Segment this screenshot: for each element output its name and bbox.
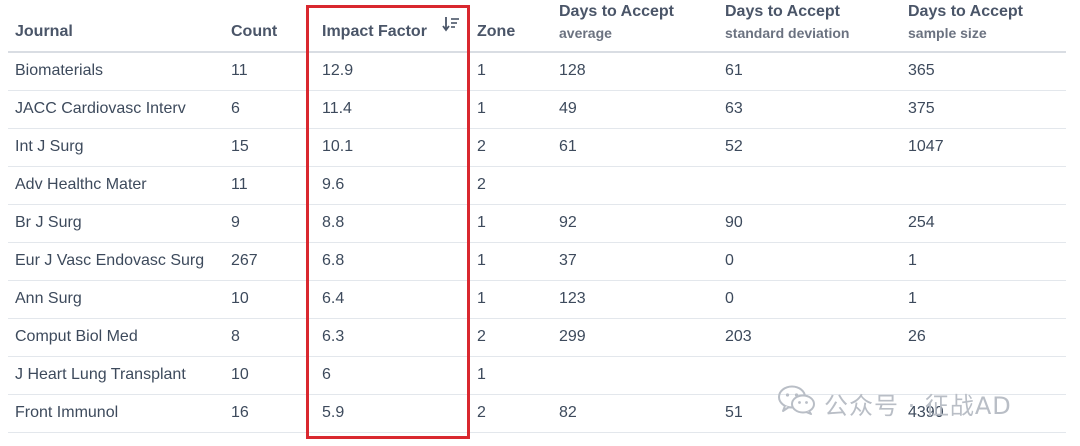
days-std-cell: 52 bbox=[718, 128, 901, 167]
journal-cell: Ann Surg bbox=[8, 280, 224, 319]
days-sample-cell bbox=[901, 356, 1066, 395]
journal-cell: Br J Surg bbox=[8, 204, 224, 243]
count-cell: 15 bbox=[224, 128, 315, 167]
count-cell: 10 bbox=[224, 280, 315, 319]
days-std-cell: 61 bbox=[718, 52, 901, 91]
zone-cell: 1 bbox=[470, 90, 552, 129]
count-cell: 9 bbox=[224, 204, 315, 243]
table-row[interactable]: Br J Surg 9 8.8 1 92 90 254 bbox=[8, 204, 1066, 243]
table-row[interactable]: J Heart Lung Transplant 10 6 1 bbox=[8, 356, 1066, 395]
days-average-cell: 37 bbox=[552, 242, 718, 281]
days-std-cell: 0 bbox=[718, 242, 901, 281]
days-std-cell: 203 bbox=[718, 318, 901, 357]
column-header-days-std[interactable]: Days to Accept standard deviation bbox=[718, 0, 901, 53]
days-sample-cell: 1 bbox=[901, 242, 1066, 281]
zone-cell: 2 bbox=[470, 128, 552, 167]
impact-factor-cell: 5.9 bbox=[315, 394, 470, 433]
journal-table: Journal Count Impact Factor Zone bbox=[8, 0, 1066, 433]
impact-factor-cell: 10.1 bbox=[315, 128, 470, 167]
days-average-cell bbox=[552, 166, 718, 205]
days-average-cell: 128 bbox=[552, 52, 718, 91]
days-std-cell bbox=[718, 356, 901, 395]
table-row[interactable]: Ann Surg 10 6.4 1 123 0 1 bbox=[8, 280, 1066, 319]
impact-factor-cell: 8.8 bbox=[315, 204, 470, 243]
journal-cell: J Heart Lung Transplant bbox=[8, 356, 224, 395]
journal-cell: Front Immunol bbox=[8, 394, 224, 433]
column-header-days-sample[interactable]: Days to Accept sample size bbox=[901, 0, 1066, 53]
impact-factor-cell: 11.4 bbox=[315, 90, 470, 129]
zone-cell: 2 bbox=[470, 166, 552, 205]
sort-descending-icon[interactable] bbox=[442, 16, 460, 32]
wechat-icon bbox=[778, 385, 824, 421]
impact-factor-cell: 12.9 bbox=[315, 52, 470, 91]
watermark: 公众号 · 征战AD bbox=[778, 385, 1012, 421]
days-sample-cell: 1047 bbox=[901, 128, 1066, 167]
journal-cell: Eur J Vasc Endovasc Surg bbox=[8, 242, 224, 281]
days-sample-cell: 254 bbox=[901, 204, 1066, 243]
days-sample-cell: 365 bbox=[901, 52, 1066, 91]
journal-cell: Adv Healthc Mater bbox=[8, 166, 224, 205]
days-sample-cell: 1 bbox=[901, 280, 1066, 319]
count-cell: 6 bbox=[224, 90, 315, 129]
table-row[interactable]: Biomaterials 11 12.9 1 128 61 365 bbox=[8, 52, 1066, 91]
days-std-cell: 0 bbox=[718, 280, 901, 319]
count-cell: 8 bbox=[224, 318, 315, 357]
watermark-text: 公众号 · 征战AD bbox=[824, 391, 1012, 420]
column-subheader: average bbox=[559, 25, 612, 41]
journal-cell: JACC Cardiovasc Interv bbox=[8, 90, 224, 129]
impact-factor-cell: 6 bbox=[315, 356, 470, 395]
count-cell: 267 bbox=[224, 242, 315, 281]
table-row[interactable]: Front Immunol 16 5.9 2 82 51 4390 bbox=[8, 394, 1066, 433]
zone-cell: 1 bbox=[470, 280, 552, 319]
column-header-journal[interactable]: Journal bbox=[8, 0, 224, 53]
days-average-cell: 299 bbox=[552, 318, 718, 357]
journal-cell: Int J Surg bbox=[8, 128, 224, 167]
days-std-cell: 63 bbox=[718, 90, 901, 129]
impact-factor-cell: 6.4 bbox=[315, 280, 470, 319]
days-average-cell: 82 bbox=[552, 394, 718, 433]
days-sample-cell bbox=[901, 166, 1066, 205]
table-row[interactable]: Adv Healthc Mater 11 9.6 2 bbox=[8, 166, 1066, 205]
zone-cell: 2 bbox=[470, 318, 552, 357]
column-subheader: sample size bbox=[908, 25, 987, 41]
column-header-count[interactable]: Count bbox=[224, 0, 315, 53]
table-row[interactable]: Eur J Vasc Endovasc Surg 267 6.8 1 37 0 1 bbox=[8, 242, 1066, 281]
count-cell: 10 bbox=[224, 356, 315, 395]
table-row[interactable]: Comput Biol Med 8 6.3 2 299 203 26 bbox=[8, 318, 1066, 357]
days-std-cell: 90 bbox=[718, 204, 901, 243]
days-average-cell: 61 bbox=[552, 128, 718, 167]
column-header-days-average[interactable]: Days to Accept average bbox=[552, 0, 718, 53]
zone-cell: 1 bbox=[470, 356, 552, 395]
zone-cell: 1 bbox=[470, 204, 552, 243]
impact-factor-cell: 6.8 bbox=[315, 242, 470, 281]
days-average-cell: 123 bbox=[552, 280, 718, 319]
header-row: Journal Count Impact Factor Zone bbox=[8, 0, 1066, 53]
table-body: Biomaterials 11 12.9 1 128 61 365 JACC Cardiova… bbox=[8, 52, 1066, 433]
zone-cell: 2 bbox=[470, 394, 552, 433]
table-row[interactable]: Int J Surg 15 10.1 2 61 52 1047 bbox=[8, 128, 1066, 167]
days-sample-cell: 26 bbox=[901, 318, 1066, 357]
days-average-cell: 49 bbox=[552, 90, 718, 129]
count-cell: 11 bbox=[224, 52, 315, 91]
journal-cell: Comput Biol Med bbox=[8, 318, 224, 357]
journal-cell: Biomaterials bbox=[8, 52, 224, 91]
count-cell: 16 bbox=[224, 394, 315, 433]
days-average-cell bbox=[552, 356, 718, 395]
column-subheader: standard deviation bbox=[725, 25, 850, 41]
zone-cell: 1 bbox=[470, 52, 552, 91]
days-average-cell: 92 bbox=[552, 204, 718, 243]
column-header-zone[interactable]: Zone bbox=[470, 0, 552, 53]
count-cell: 11 bbox=[224, 166, 315, 205]
days-sample-cell: 4390 bbox=[901, 394, 1066, 433]
days-sample-cell: 375 bbox=[901, 90, 1066, 129]
impact-factor-cell: 6.3 bbox=[315, 318, 470, 357]
zone-cell: 1 bbox=[470, 242, 552, 281]
days-std-cell bbox=[718, 166, 901, 205]
impact-factor-cell: 9.6 bbox=[315, 166, 470, 205]
column-header-impact-factor[interactable]: Impact Factor bbox=[315, 0, 470, 53]
table-row[interactable]: JACC Cardiovasc Interv 6 11.4 1 49 63 375 bbox=[8, 90, 1066, 129]
